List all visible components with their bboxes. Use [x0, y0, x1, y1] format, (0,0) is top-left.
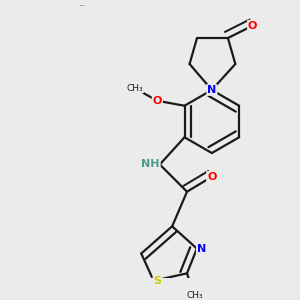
Text: O: O: [153, 96, 162, 106]
Text: N: N: [197, 244, 206, 254]
Text: CH₃: CH₃: [127, 84, 143, 93]
Text: methoxy: methoxy: [80, 5, 86, 6]
Text: O: O: [248, 21, 257, 31]
Text: N: N: [207, 85, 217, 95]
Text: O: O: [207, 172, 216, 182]
Text: S: S: [154, 276, 162, 286]
Text: NH: NH: [141, 160, 160, 170]
Text: CH₃: CH₃: [186, 291, 203, 300]
